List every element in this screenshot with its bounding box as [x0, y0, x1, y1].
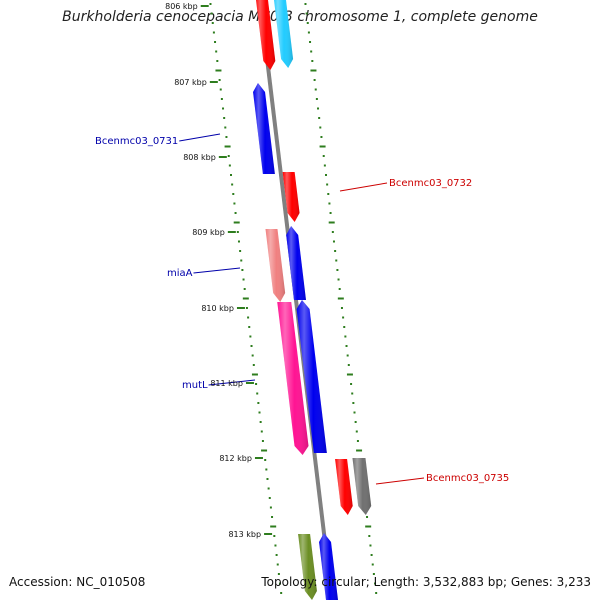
- gene-labels: Bcenmc03_0731 Bcenmc03_0732 miaA mutL Bcenmc…: [95, 133, 509, 485]
- gene-feature[interactable]: [296, 300, 327, 453]
- gene-feature[interactable]: [319, 533, 338, 600]
- gene-shine: [296, 300, 327, 453]
- gene-feature[interactable]: [273, 0, 294, 68]
- gene-shine: [352, 458, 372, 515]
- gene-shine: [335, 459, 353, 515]
- gene-feature[interactable]: [282, 172, 300, 222]
- gene-leader-line: [375, 477, 425, 485]
- gene-label[interactable]: miaA: [167, 268, 193, 279]
- topology-text: Topology: circular; Length: 3,532,883 bp…: [261, 575, 591, 589]
- kbp-label: 806 kbp: [165, 2, 198, 11]
- gene-feature[interactable]: [335, 459, 353, 515]
- gene-leader-line: [208, 379, 256, 386]
- gene-feature[interactable]: [255, 0, 276, 70]
- accession-text: Accession: NC_010508: [9, 575, 145, 589]
- gene-shine: [319, 533, 338, 600]
- gene-shine: [256, 0, 276, 70]
- gene-feature[interactable]: [352, 458, 372, 515]
- kbp-label: 812 kbp: [219, 454, 252, 463]
- kbp-label: 813 kbp: [228, 530, 261, 539]
- map-title: Burkholderia cenocepacia MC0-3 chromosom…: [62, 9, 538, 25]
- gene-leader-line: [193, 267, 241, 274]
- kbp-label: 807 kbp: [174, 78, 207, 87]
- gene-shine: [298, 534, 317, 600]
- kbp-labels: 806 kbp 807 kbp 808 kbp 809 kbp 810 kbp 811 k…: [165, 2, 273, 539]
- kbp-label: 808 kbp: [183, 153, 216, 162]
- gene-shine: [253, 83, 275, 174]
- gene-feature[interactable]: [253, 83, 275, 174]
- kbp-label: 809 kbp: [192, 228, 225, 237]
- gene-label[interactable]: Bcenmc03_0735: [426, 473, 509, 484]
- gene-shine: [286, 226, 306, 300]
- gene-shine: [265, 229, 286, 302]
- genes: [253, 0, 372, 600]
- gene-leader-line: [179, 133, 221, 142]
- accession-value: NC_010508: [76, 575, 146, 589]
- gene-leader-line: [339, 182, 388, 192]
- kbp-label: 811 kbp: [210, 379, 243, 388]
- gene-shine: [273, 0, 294, 68]
- gene-shine: [277, 302, 309, 455]
- gene-shine: [282, 172, 300, 222]
- gene-feature[interactable]: [286, 226, 306, 300]
- accession-label: Accession:: [9, 575, 73, 589]
- gene-label[interactable]: Bcenmc03_0732: [389, 178, 472, 189]
- gene-feature[interactable]: [298, 534, 317, 600]
- kbp-label: 810 kbp: [201, 304, 234, 313]
- gene-label[interactable]: mutL: [182, 380, 208, 391]
- gene-feature[interactable]: [277, 302, 309, 455]
- gene-label[interactable]: Bcenmc03_0731: [95, 136, 178, 147]
- gene-feature[interactable]: [265, 229, 286, 302]
